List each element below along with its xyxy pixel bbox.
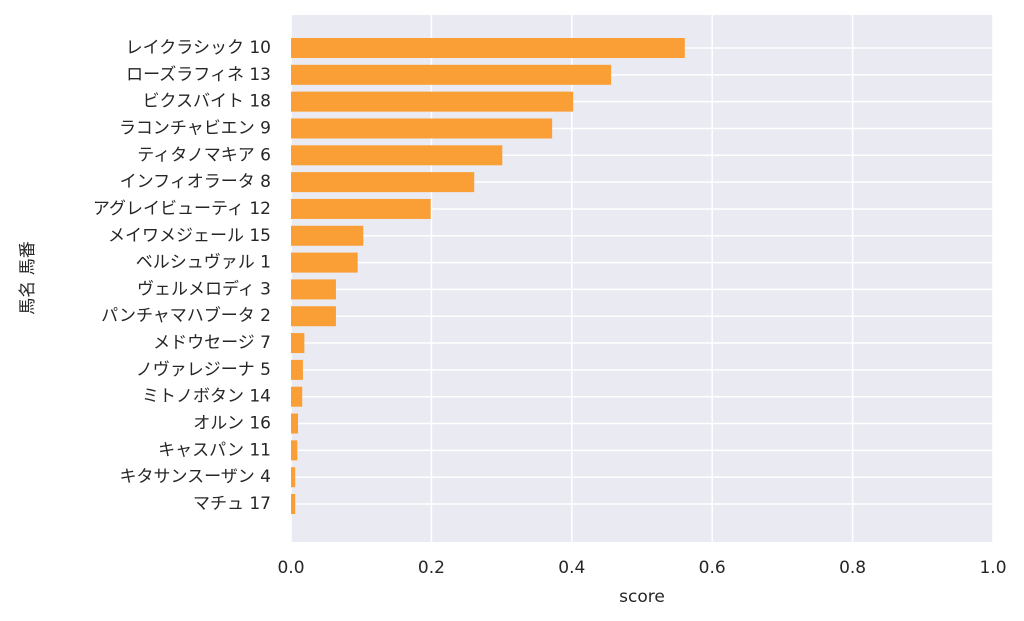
x-tick-label: 0.8 xyxy=(839,558,866,578)
y-tick-label: パンチャマハブータ 2 xyxy=(101,305,271,326)
y-tick-label: キャスパン 11 xyxy=(158,440,271,460)
y-axis-label: 馬名 馬番 xyxy=(18,241,38,314)
bar xyxy=(291,172,475,193)
y-tick-label: メイワメジェール 15 xyxy=(108,226,271,246)
bar xyxy=(291,145,503,166)
x-tick-label: 0.6 xyxy=(699,558,726,578)
y-tick-label: インフィオラータ 8 xyxy=(120,172,271,192)
y-tick-label: レイクラシック 10 xyxy=(126,38,271,58)
y-tick-label: ビクスバイト 18 xyxy=(142,92,271,112)
y-tick-label: ローズラフィネ 13 xyxy=(126,65,271,85)
bar xyxy=(291,440,298,461)
y-tick-label: メドウセージ 7 xyxy=(153,333,271,353)
bar xyxy=(291,279,336,300)
bar xyxy=(291,225,364,246)
y-tick-label: ベルシュヴァル 1 xyxy=(136,253,271,273)
y-tick-label: ノヴァレジーナ 5 xyxy=(136,360,271,380)
y-tick-label: キタサンスーザン 4 xyxy=(119,467,271,487)
bar xyxy=(291,386,303,407)
bar xyxy=(291,118,553,139)
y-tick-label: アグレイビューティ 12 xyxy=(93,199,271,219)
bar xyxy=(291,467,296,488)
bar xyxy=(291,494,296,514)
x-axis-label: score xyxy=(619,587,665,607)
bar xyxy=(291,359,303,380)
x-tick-label: 0.0 xyxy=(277,558,304,578)
bar xyxy=(291,91,574,112)
y-tick-label: オルン 16 xyxy=(193,414,271,434)
y-tick-label: マチュ 17 xyxy=(193,494,271,514)
bar xyxy=(291,198,431,219)
x-tick-label: 1.0 xyxy=(979,558,1006,578)
x-tick-label: 0.4 xyxy=(558,558,585,578)
bar xyxy=(291,252,358,273)
x-tick-label: 0.2 xyxy=(418,558,445,578)
y-tick-label: ティタノマキア 6 xyxy=(137,145,271,165)
bar xyxy=(291,38,685,58)
bar xyxy=(291,64,612,85)
bar xyxy=(291,306,336,327)
y-tick-label: ラコンチャビエン 9 xyxy=(119,118,271,138)
bar xyxy=(291,333,305,354)
y-tick-label: ヴェルメロディ 3 xyxy=(137,278,271,299)
y-tick-label: ミトノボタン 14 xyxy=(142,387,271,407)
bar xyxy=(291,413,299,434)
